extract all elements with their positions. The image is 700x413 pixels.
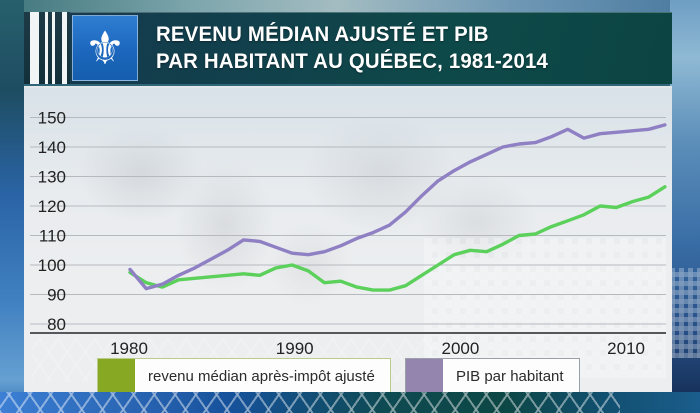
barcode-bar — [45, 12, 48, 84]
background-top-strip — [0, 0, 700, 14]
net-pattern — [0, 392, 620, 413]
pib-legend-label: PIB par habitant — [456, 367, 564, 385]
line-chart: 150 140 130 120 110 100 90 80 1980 1990 2000 2010 — [30, 109, 667, 358]
pib-swatch — [406, 359, 443, 392]
legend-item-median-income: revenu médian après-impôt ajusté — [97, 358, 391, 392]
median-income-swatch — [98, 359, 135, 392]
barcode-bar — [30, 12, 39, 84]
background-bottom-band — [0, 392, 700, 413]
barcode-decoration — [24, 12, 70, 84]
dot-pattern — [670, 268, 700, 358]
y-tick-label: 130 — [38, 168, 66, 187]
x-tick-label: 1980 — [110, 339, 148, 358]
y-tick-label: 80 — [47, 315, 66, 334]
y-tick-label: 120 — [38, 197, 66, 216]
barcode-bar — [52, 12, 55, 84]
y-tick-label: 100 — [38, 256, 66, 275]
quebec-flag-badge: ⚜ — [72, 15, 138, 81]
x-tick-label: 2000 — [441, 339, 479, 358]
background-right-strip — [670, 0, 700, 413]
x-tick-label: 2010 — [607, 339, 645, 358]
background-left-strip — [0, 0, 24, 413]
median-income-legend-label: revenu médian après-impôt ajusté — [148, 367, 375, 385]
title-banner: ⚜ REVENU MÉDIAN AJUSTÉ ET PIB PAR HABITA… — [24, 12, 672, 84]
median-income-line — [128, 185, 667, 292]
y-tick-label: 90 — [47, 286, 66, 305]
pib-line — [128, 123, 667, 291]
chart-panel: 150 140 130 120 110 100 90 80 1980 1990 2000 2010 r… — [24, 86, 672, 392]
x-tick-label: 1990 — [276, 339, 314, 358]
y-tick-label: 150 — [38, 109, 66, 128]
fleur-de-lis-icon: ⚜ — [84, 21, 126, 75]
barcode-bar — [62, 12, 67, 84]
legend-item-pib: PIB par habitant — [405, 358, 580, 392]
y-tick-label: 140 — [38, 138, 66, 157]
title-line-2: PAR HABITANT AU QUÉBEC, 1981-2014 — [156, 50, 549, 73]
page-title: REVENU MÉDIAN AJUSTÉ ET PIB PAR HABITANT… — [156, 21, 548, 75]
y-tick-label: 110 — [39, 227, 66, 246]
title-line-1: REVENU MÉDIAN AJUSTÉ ET PIB — [156, 23, 489, 46]
